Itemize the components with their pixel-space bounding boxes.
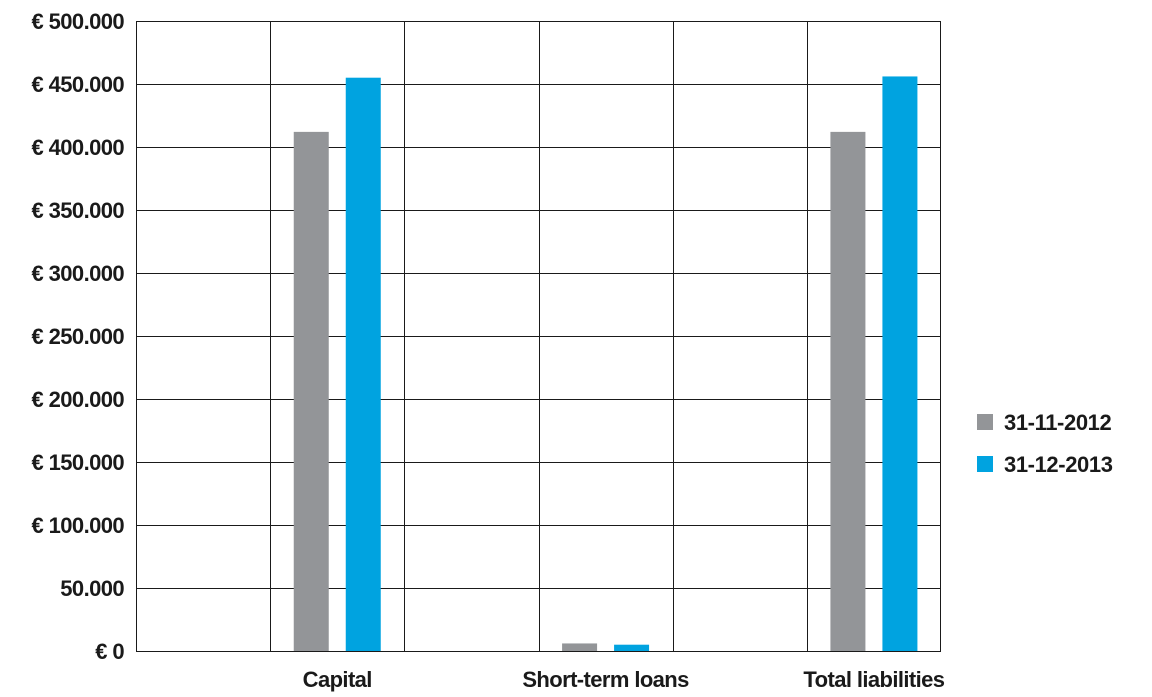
legend-label-series-1: 31-12-2013	[1004, 452, 1113, 477]
y-tick-label: € 300.000	[32, 261, 125, 286]
y-tick-label: € 250.000	[32, 324, 125, 349]
grid	[136, 21, 941, 652]
y-tick-label: € 500.000	[32, 9, 125, 34]
x-axis-category-labels: Capital Short-term loans Total liabilities	[303, 667, 946, 692]
bar-capital-series-1	[345, 77, 381, 651]
bar-short-term-loans-series-0	[562, 643, 598, 651]
y-tick-label: € 100.000	[32, 513, 125, 538]
plot-border	[136, 21, 941, 652]
x-category-label: Total liabilities	[803, 667, 944, 692]
legend-swatch-series-1	[977, 456, 993, 472]
plot-frame	[136, 21, 941, 652]
y-axis-tick-labels: € 0 50.000 € 100.000 € 150.000 € 200.000 € 25…	[32, 9, 125, 664]
y-tick-label: € 200.000	[32, 387, 125, 412]
x-category-label: Capital	[303, 667, 372, 692]
x-category-label: Short-term loans	[522, 667, 689, 692]
y-tick-label: € 0	[95, 639, 124, 664]
bar-total-liabilities-series-0	[830, 131, 866, 651]
legend-swatch-series-0	[977, 414, 993, 430]
bar-total-liabilities-series-1	[882, 76, 918, 651]
y-tick-label: € 400.000	[32, 135, 125, 160]
legend: 31-11-2012 31-12-2013	[977, 410, 1113, 477]
y-tick-label: € 150.000	[32, 450, 125, 475]
legend-label-series-0: 31-11-2012	[1004, 410, 1111, 435]
bar-capital-series-0	[293, 131, 329, 651]
y-tick-label: € 350.000	[32, 198, 125, 223]
bar-short-term-loans-series-1	[614, 644, 650, 651]
y-tick-label: € 450.000	[32, 72, 125, 97]
y-tick-label: 50.000	[60, 576, 124, 601]
bars	[293, 76, 918, 651]
